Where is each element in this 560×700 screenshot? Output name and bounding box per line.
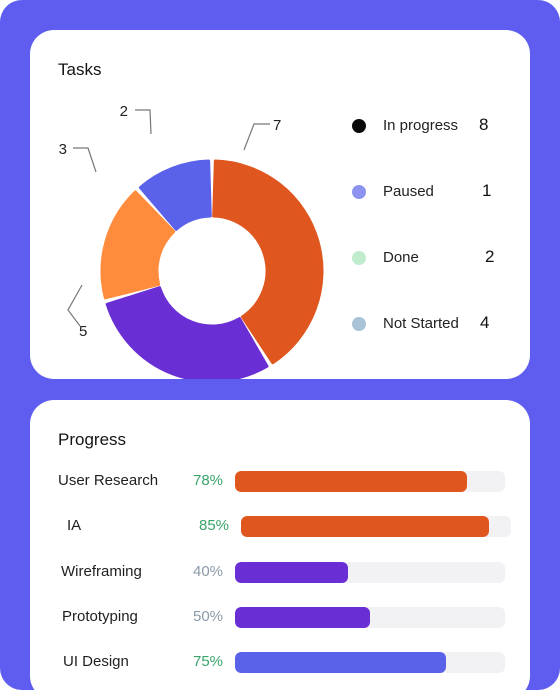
progress-row-ui-design: UI Design 75% [30,651,530,675]
progress-label: User Research [58,472,159,489]
progress-label: Wireframing [61,563,142,580]
progress-fill [235,607,370,628]
tasks-donut-chart: 7 5 3 2 [59,103,324,379]
legend-item-done: Done 2 [352,246,522,270]
legend-item-paused: Paused 1 [352,180,522,204]
donut-slice-purple [105,286,269,379]
donut-leader-line [67,284,83,327]
progress-row-prototyping: Prototyping 50% [30,606,530,630]
legend-item-not-started: Not Started 4 [352,312,522,336]
progress-fill [235,562,349,583]
progress-track [235,607,505,628]
progress-fill [235,471,468,492]
progress-track [235,652,505,673]
progress-title: Progress [58,430,127,449]
legend-count: 8 [479,115,489,134]
progress-percent: 78% [193,472,224,489]
progress-row-user-research: User Research 78% [30,470,530,494]
progress-row-ia: IA 85% [30,515,530,539]
tasks-card: Tasks 7 5 3 2 In progress 8 Paused 1 Done 2… [30,30,530,379]
donut-leader-line [135,109,152,135]
progress-label: Prototyping [62,608,138,625]
progress-percent: 40% [193,563,224,580]
legend-count: 2 [485,247,495,266]
legend-dot-paused [352,185,366,199]
legend-label: In progress [383,117,459,134]
donut-value-label: 2 [120,103,128,120]
donut-leader-line [243,123,270,151]
progress-label: UI Design [63,653,129,670]
progress-track [235,471,505,492]
legend-dot-done [352,251,366,265]
progress-percent: 85% [199,517,230,534]
progress-card: Progress User Research 78% IA 85% Wirefr… [30,400,530,700]
tasks-title: Tasks [58,60,102,79]
donut-value-label: 5 [79,323,87,340]
progress-percent: 75% [193,653,224,670]
legend-label: Paused [383,183,434,200]
donut-value-label: 3 [59,141,67,158]
donut-slice-orange [212,159,324,365]
progress-fill [241,516,490,537]
legend-item-in-progress: In progress 8 [352,114,522,138]
progress-label: IA [67,517,82,534]
donut-leader-line [73,147,97,173]
legend-dot-not-started [352,317,366,331]
legend-label: Done [383,249,419,266]
donut-value-label: 7 [273,117,281,134]
donut-slice-blue [138,159,212,231]
progress-track [235,562,505,583]
legend-dot-in-progress [352,119,366,133]
legend-label: Not Started [383,315,459,332]
legend-count: 1 [482,181,492,200]
donut-slice-light-orange [100,190,176,300]
progress-percent: 50% [193,608,224,625]
progress-fill [235,652,446,673]
progress-row-wireframing: Wireframing 40% [30,561,530,585]
progress-track [241,516,511,537]
legend-count: 4 [480,313,490,332]
